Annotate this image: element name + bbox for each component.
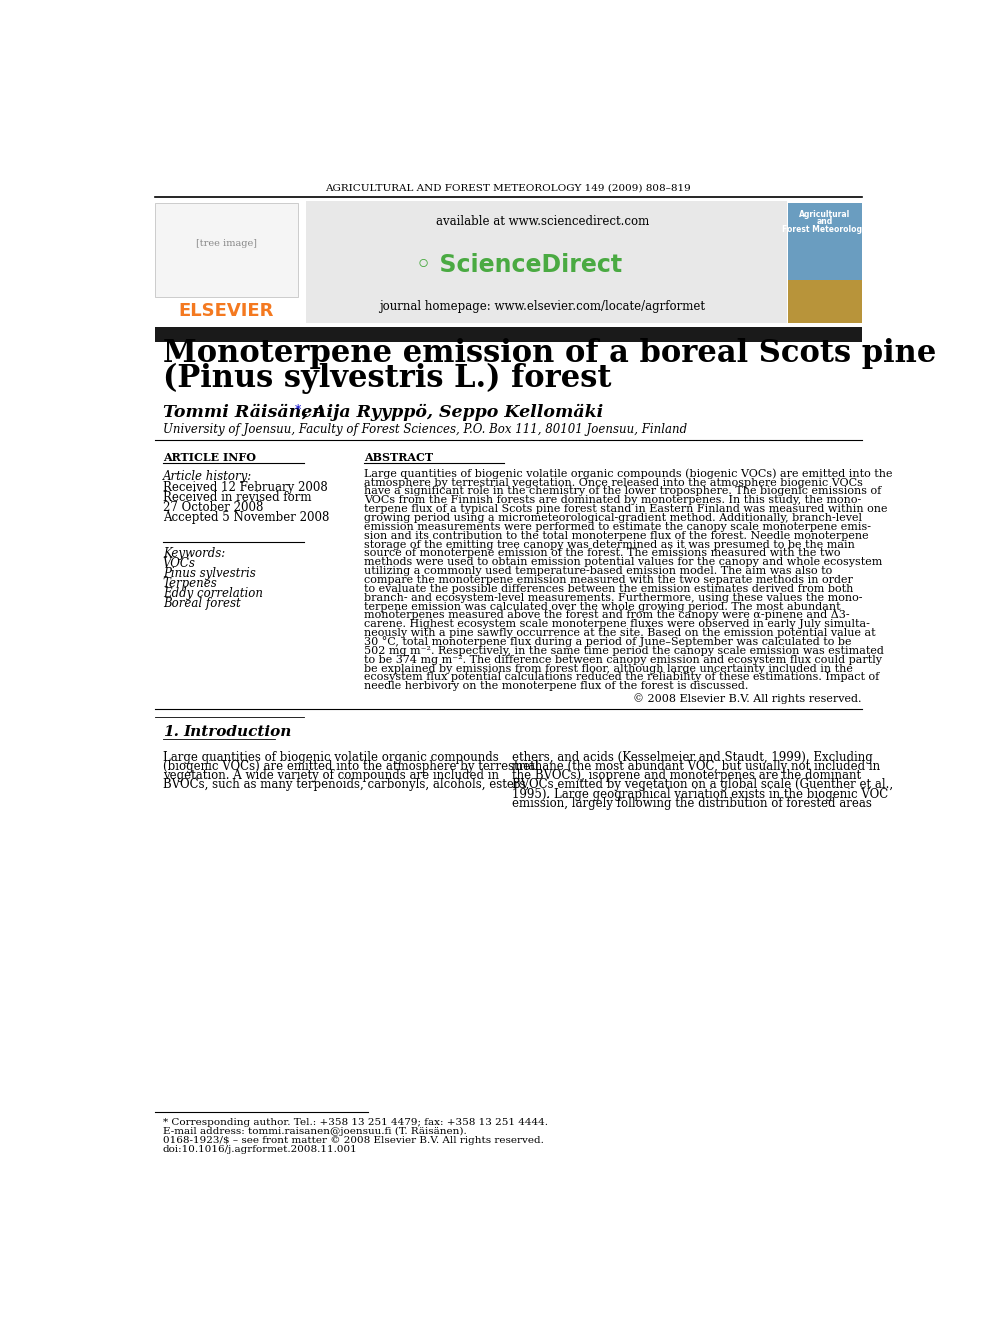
Bar xyxy=(789,204,862,280)
Text: Terpenes: Terpenes xyxy=(163,577,217,590)
Text: methods were used to obtain emission potential values for the canopy and whole e: methods were used to obtain emission pot… xyxy=(364,557,883,568)
Text: doi:10.1016/j.agrformet.2008.11.001: doi:10.1016/j.agrformet.2008.11.001 xyxy=(163,1146,357,1154)
Text: VOCs from the Finnish forests are dominated by monoterpenes. In this study, the : VOCs from the Finnish forests are domina… xyxy=(364,495,861,505)
Text: branch- and ecosystem-level measurements. Furthermore, using these values the mo: branch- and ecosystem-level measurements… xyxy=(364,593,863,603)
Text: journal homepage: www.elsevier.com/locate/agrformet: journal homepage: www.elsevier.com/locat… xyxy=(380,300,705,314)
Text: methane (the most abundant VOC, but usually not included in: methane (the most abundant VOC, but usua… xyxy=(512,759,880,773)
Text: ARTICLE INFO: ARTICLE INFO xyxy=(163,452,256,463)
Text: 502 mg m⁻². Respectively, in the same time period the canopy scale emission was : 502 mg m⁻². Respectively, in the same ti… xyxy=(364,646,884,656)
Text: vegetation. A wide variety of compounds are included in: vegetation. A wide variety of compounds … xyxy=(163,769,499,782)
Text: atmosphere by terrestrial vegetation. Once released into the atmosphere biogenic: atmosphere by terrestrial vegetation. On… xyxy=(364,478,863,488)
Text: be explained by emissions from forest floor, although large uncertainty included: be explained by emissions from forest fl… xyxy=(364,664,853,673)
Text: ABSTRACT: ABSTRACT xyxy=(364,452,434,463)
Text: Boreal forest: Boreal forest xyxy=(163,597,240,610)
Text: 27 October 2008: 27 October 2008 xyxy=(163,501,263,515)
Text: *: * xyxy=(296,404,302,417)
Text: 0168-1923/$ – see front matter © 2008 Elsevier B.V. All rights reserved.: 0168-1923/$ – see front matter © 2008 El… xyxy=(163,1136,544,1144)
Text: utilizing a commonly used temperature-based emission model. The aim was also to: utilizing a commonly used temperature-ba… xyxy=(364,566,832,576)
Text: Large quantities of biogenic volatile organic compounds (biogenic VOCs) are emit: Large quantities of biogenic volatile or… xyxy=(364,468,893,479)
Text: to evaluate the possible differences between the emission estimates derived from: to evaluate the possible differences bet… xyxy=(364,583,854,594)
Text: Introduction: Introduction xyxy=(183,725,292,740)
Text: available at www.sciencedirect.com: available at www.sciencedirect.com xyxy=(435,216,649,229)
Text: Accepted 5 November 2008: Accepted 5 November 2008 xyxy=(163,511,329,524)
Text: emission, largely following the distribution of forested areas: emission, largely following the distribu… xyxy=(512,796,871,810)
Text: Eddy correlation: Eddy correlation xyxy=(163,587,263,601)
Text: Received in revised form: Received in revised form xyxy=(163,491,311,504)
Text: ELSEVIER: ELSEVIER xyxy=(179,302,274,320)
Text: (Pinus sylvestris L.) forest: (Pinus sylvestris L.) forest xyxy=(163,363,611,394)
Text: Forest Meteorology: Forest Meteorology xyxy=(782,225,867,234)
Text: terpene emission was calculated over the whole growing period. The most abundant: terpene emission was calculated over the… xyxy=(364,602,841,611)
Text: Agricultural: Agricultural xyxy=(799,210,850,218)
Text: Pinus sylvestris: Pinus sylvestris xyxy=(163,568,256,581)
Text: 30 °C, total monoterpene flux during a period of June–September was calculated t: 30 °C, total monoterpene flux during a p… xyxy=(364,636,852,647)
Text: Article history:: Article history: xyxy=(163,470,252,483)
Text: AGRICULTURAL AND FOREST METEOROLOGY 149 (2009) 808–819: AGRICULTURAL AND FOREST METEOROLOGY 149 … xyxy=(325,184,691,193)
Text: Keywords:: Keywords: xyxy=(163,548,225,560)
Text: monoterpenes measured above the forest and from the canopy were α-pinene and Δ3-: monoterpenes measured above the forest a… xyxy=(364,610,850,620)
Bar xyxy=(155,327,862,343)
Text: to be 374 mg m⁻². The difference between canopy emission and ecosystem flux coul: to be 374 mg m⁻². The difference between… xyxy=(364,655,882,664)
Text: University of Joensuu, Faculty of Forest Sciences, P.O. Box 111, 80101 Joensuu, : University of Joensuu, Faculty of Forest… xyxy=(163,422,686,435)
Text: BVOCs, such as many terpenoids, carbonyls, alcohols, esters,: BVOCs, such as many terpenoids, carbonyl… xyxy=(163,778,529,791)
Text: have a significant role in the chemistry of the lower troposphere. The biogenic : have a significant role in the chemistry… xyxy=(364,487,882,496)
Bar xyxy=(307,201,787,323)
Text: 1995). Large geographical variation exists in the biogenic VOC: 1995). Large geographical variation exis… xyxy=(512,787,888,800)
Text: neously with a pine sawfly occurrence at the site. Based on the emission potenti: neously with a pine sawfly occurrence at… xyxy=(364,628,876,638)
Text: [tree image]: [tree image] xyxy=(195,239,257,247)
Bar xyxy=(155,204,299,298)
Text: and: and xyxy=(816,217,832,226)
Text: emission measurements were performed to estimate the canopy scale monoterpene em: emission measurements were performed to … xyxy=(364,521,871,532)
Text: E-mail address: tommi.raisanen@joensuu.fi (T. Räisänen).: E-mail address: tommi.raisanen@joensuu.f… xyxy=(163,1127,466,1136)
Text: terpene flux of a typical Scots pine forest stand in Eastern Finland was measure: terpene flux of a typical Scots pine for… xyxy=(364,504,888,515)
Text: needle herbivory on the monoterpene flux of the forest is discussed.: needle herbivory on the monoterpene flux… xyxy=(364,681,749,691)
Text: source of monoterpene emission of the forest. The emissions measured with the tw: source of monoterpene emission of the fo… xyxy=(364,549,841,558)
Text: VOCs: VOCs xyxy=(163,557,195,570)
Text: 1.: 1. xyxy=(163,725,179,740)
Text: Large quantities of biogenic volatile organic compounds: Large quantities of biogenic volatile or… xyxy=(163,750,499,763)
Text: storage of the emitting tree canopy was determined as it was presumed to be the : storage of the emitting tree canopy was … xyxy=(364,540,855,549)
Bar xyxy=(789,280,862,323)
Text: (biogenic VOCs) are emitted into the atmosphere by terrestrial: (biogenic VOCs) are emitted into the atm… xyxy=(163,759,539,773)
Text: BVOCs emitted by vegetation on a global scale (Guenther et al.,: BVOCs emitted by vegetation on a global … xyxy=(512,778,893,791)
Text: Tommi Räisänen: Tommi Räisänen xyxy=(163,405,324,421)
Text: © 2008 Elsevier B.V. All rights reserved.: © 2008 Elsevier B.V. All rights reserved… xyxy=(633,693,862,704)
Text: * Corresponding author. Tel.: +358 13 251 4479; fax: +358 13 251 4444.: * Corresponding author. Tel.: +358 13 25… xyxy=(163,1118,548,1126)
Text: , Aija Ryyppö, Seppo Kellomäki: , Aija Ryyppö, Seppo Kellomäki xyxy=(302,405,604,422)
Text: ◦ ScienceDirect: ◦ ScienceDirect xyxy=(417,253,622,277)
Text: sion and its contribution to the total monoterpene flux of the forest. Needle mo: sion and its contribution to the total m… xyxy=(364,531,869,541)
Text: carene. Highest ecosystem scale monoterpene fluxes were observed in early July s: carene. Highest ecosystem scale monoterp… xyxy=(364,619,870,630)
Text: growing period using a micrometeorological-gradient method. Additionally, branch: growing period using a micrometeorologic… xyxy=(364,513,862,523)
Text: the BVOCs), isoprene and monoterpenes are the dominant: the BVOCs), isoprene and monoterpenes ar… xyxy=(512,769,861,782)
Text: ethers, and acids (Kesselmeier and Staudt, 1999). Excluding: ethers, and acids (Kesselmeier and Staud… xyxy=(512,750,872,763)
Text: compare the monoterpene emission measured with the two separate methods in order: compare the monoterpene emission measure… xyxy=(364,576,853,585)
Text: Monoterpene emission of a boreal Scots pine: Monoterpene emission of a boreal Scots p… xyxy=(163,339,936,369)
Text: ecosystem flux potential calculations reduced the reliability of these estimatio: ecosystem flux potential calculations re… xyxy=(364,672,880,683)
Text: Received 12 February 2008: Received 12 February 2008 xyxy=(163,482,327,493)
